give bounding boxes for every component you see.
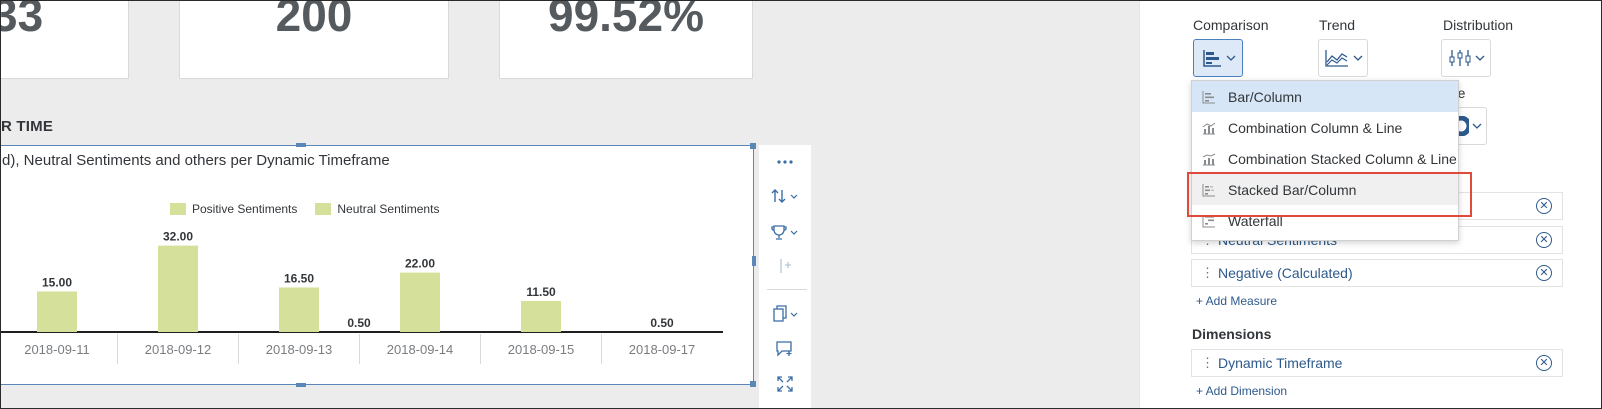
drag-handle-icon[interactable]: ⋮	[1201, 265, 1214, 280]
data-label: 11.50	[526, 285, 556, 299]
x-tick-label: 2018-09-14	[387, 342, 454, 357]
add-dimension-link[interactable]: + Add Dimension	[1196, 384, 1288, 398]
kpi-tile-2[interactable]: 200	[179, 0, 449, 79]
bar-positive[interactable]	[400, 272, 440, 332]
data-label: 0.50	[650, 316, 674, 330]
remove-icon[interactable]: ✕	[1536, 232, 1552, 248]
bar-positive[interactable]	[158, 245, 198, 332]
menu-item-stacked-bar-column[interactable]: Stacked Bar/Column	[1192, 174, 1458, 205]
x-tick-label: 2018-09-13	[266, 342, 333, 357]
kpi-tile-1[interactable]: 33	[1, 0, 129, 79]
dimension-label: Dynamic Timeframe	[1218, 355, 1343, 371]
legend-item[interactable]: Positive Sentiments	[170, 202, 297, 216]
menu-item-label: Stacked Bar/Column	[1228, 181, 1357, 198]
toolbar-divider	[767, 289, 807, 290]
combination-chart-icon	[1202, 122, 1216, 134]
chevron-down-icon	[1472, 123, 1481, 129]
chart-legend: Positive Sentiments Neutral Sentiments	[170, 202, 439, 216]
chart-title: d), Neutral Sentiments and others per Dy…	[2, 152, 390, 169]
drag-handle-icon[interactable]: ⋮	[1201, 355, 1214, 370]
story-canvas: 33 200 99.52% R TIME d), Neutral Sentime…	[1, 0, 1139, 408]
legend-item[interactable]: Neutral Sentiments	[315, 202, 439, 216]
resize-handle[interactable]	[752, 256, 756, 266]
chart-type-dropdown: Bar/Column Combination Column & Line Com…	[1191, 80, 1459, 241]
kpi-value: 99.52%	[547, 0, 704, 41]
ranking-icon[interactable]	[759, 219, 811, 245]
dimension-row[interactable]: ⋮ Dynamic Timeframe ✕	[1191, 349, 1563, 377]
bar-positive[interactable]	[37, 291, 77, 333]
measure-row[interactable]: ⋮ Negative (Calculated) ✕	[1191, 259, 1563, 287]
menu-item-label: Combination Stacked Column & Line	[1228, 150, 1457, 167]
chart-plot: 2018-09-11 2018-09-12 2018-09-13 2018-09-14…	[1, 230, 723, 364]
trend-chart-button[interactable]	[1318, 39, 1368, 77]
bar-positive[interactable]	[521, 300, 561, 332]
chart-toolbar	[759, 145, 811, 408]
kpi-tile-3[interactable]: 99.52%	[499, 0, 753, 79]
chevron-down-icon	[1353, 55, 1362, 61]
remove-icon[interactable]: ✕	[1536, 265, 1552, 281]
chart-widget[interactable]: d), Neutral Sentiments and others per Dy…	[1, 143, 756, 387]
menu-item-label: Combination Column & Line	[1228, 119, 1403, 136]
stacked-combination-chart-icon	[1202, 153, 1216, 165]
remove-icon[interactable]: ✕	[1536, 198, 1552, 214]
data-label: 16.50	[284, 271, 314, 285]
bar-positive[interactable]	[279, 287, 319, 332]
legend-swatch	[315, 203, 332, 215]
chevron-down-icon	[1226, 55, 1235, 61]
kpi-value: 200	[275, 0, 353, 41]
menu-item-combination-column-line[interactable]: Combination Column & Line	[1192, 112, 1458, 143]
legend-label: Positive Sentiments	[192, 202, 298, 216]
resize-handle[interactable]	[750, 381, 756, 387]
sort-icon[interactable]	[759, 183, 811, 209]
data-label: 0.50	[347, 316, 371, 330]
menu-item-label: Bar/Column	[1228, 88, 1302, 105]
bar-chart-icon	[1202, 50, 1221, 67]
x-tick-label: 2018-09-15	[508, 342, 575, 357]
bar-chart-icon	[1202, 90, 1215, 103]
pie-chart-icon	[1454, 116, 1469, 136]
stacked-bar-icon	[1202, 183, 1215, 196]
x-tick-label: 2018-09-17	[629, 342, 696, 357]
measure-label: Negative (Calculated)	[1218, 265, 1353, 281]
comment-icon[interactable]	[759, 335, 811, 361]
fullscreen-icon[interactable]	[759, 371, 811, 397]
menu-item-combination-stacked-column-line[interactable]: Combination Stacked Column & Line	[1192, 143, 1458, 174]
highlight-annotation	[1187, 172, 1472, 217]
chevron-down-icon	[1475, 55, 1484, 61]
resize-handle[interactable]	[296, 143, 306, 147]
area-chart-icon	[1324, 50, 1348, 67]
copy-icon[interactable]	[759, 301, 811, 327]
category-label-comparison: Comparison	[1193, 17, 1269, 33]
category-label-distribution: Distribution	[1443, 17, 1514, 33]
dimensions-heading: Dimensions	[1192, 326, 1272, 342]
legend-label: Neutral Sentiments	[337, 202, 440, 216]
reference-line-icon	[759, 253, 811, 279]
distribution-chart-button[interactable]	[1441, 39, 1491, 77]
menu-item-bar-column[interactable]: Bar/Column	[1192, 81, 1458, 112]
x-tick-label: 2018-09-11	[24, 342, 90, 357]
resize-handle[interactable]	[750, 143, 756, 149]
x-tick-label: 2018-09-12	[145, 342, 212, 357]
box-plot-icon	[1449, 50, 1470, 66]
remove-icon[interactable]: ✕	[1536, 355, 1552, 371]
add-measure-link[interactable]: + Add Measure	[1196, 294, 1278, 308]
data-label: 22.00	[405, 257, 435, 271]
section-title: R TIME	[1, 118, 54, 135]
kpi-value: 33	[1, 0, 44, 41]
category-label-trend: Trend	[1319, 17, 1356, 33]
data-label: 15.00	[42, 276, 72, 290]
resize-handle[interactable]	[296, 383, 306, 387]
data-label: 32.00	[163, 230, 193, 244]
more-icon[interactable]	[759, 149, 811, 175]
legend-swatch	[170, 203, 186, 215]
comparison-chart-button[interactable]	[1193, 39, 1243, 77]
